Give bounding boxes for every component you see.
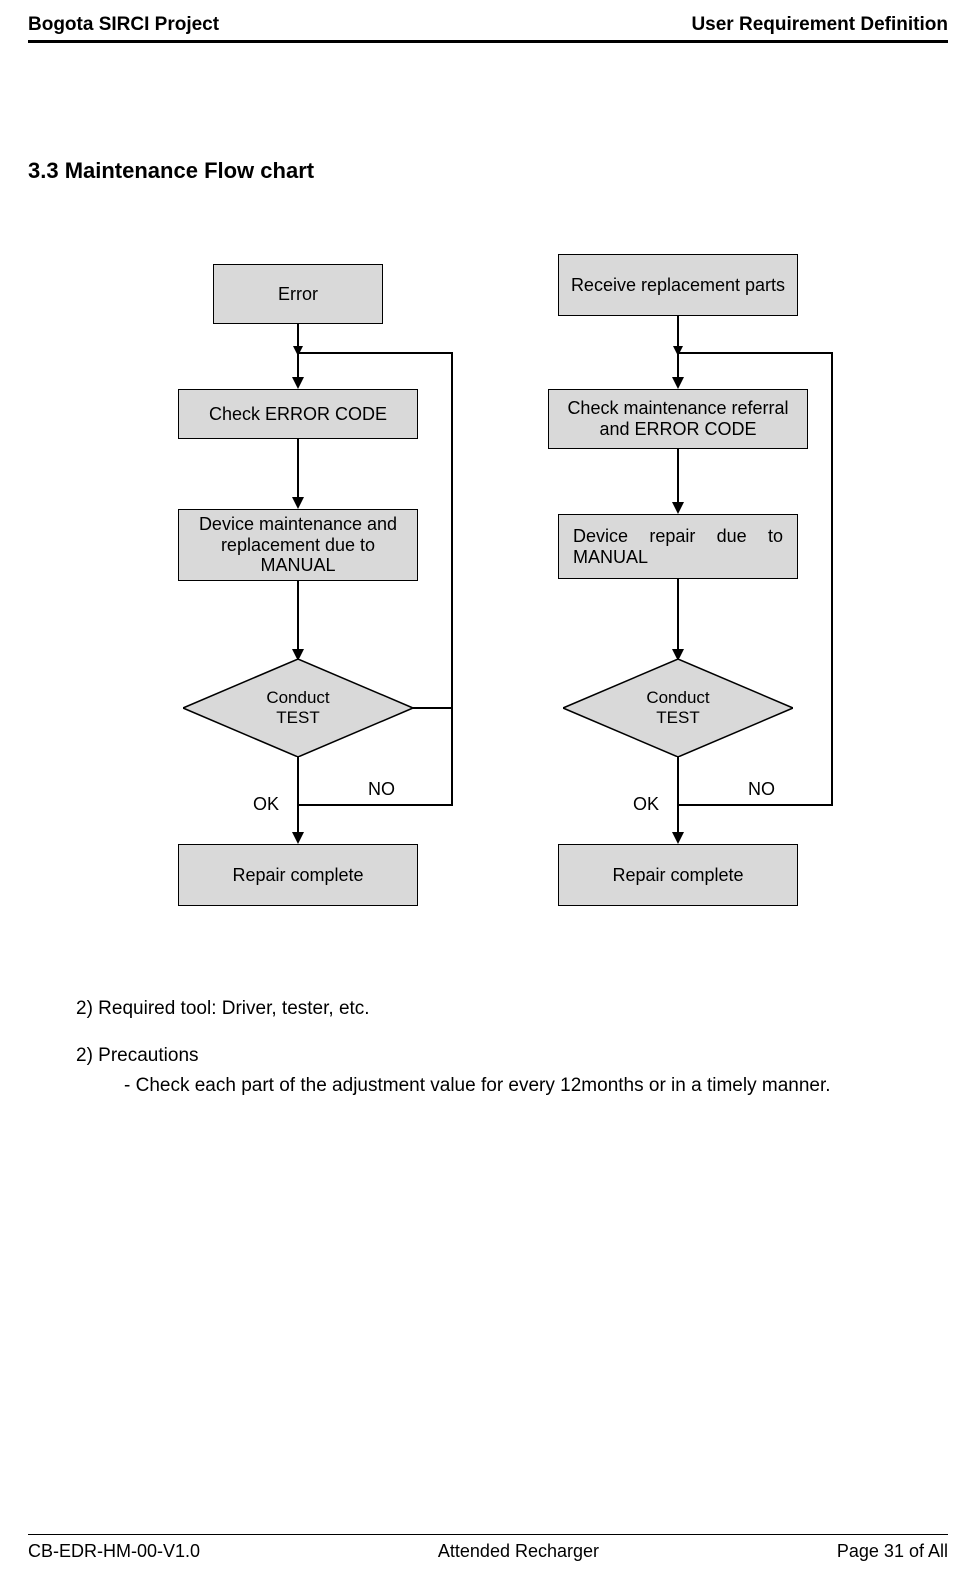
flowchart-left: Error Check ERROR CODE Device maintenanc…: [143, 264, 453, 944]
node-device-repair: Device repair due to MANUAL: [558, 514, 798, 579]
required-tool-line: 2) Required tool: Driver, tester, etc.: [76, 994, 948, 1023]
arrowhead-icon: [292, 497, 304, 509]
node-repair-complete-label: Repair complete: [232, 865, 363, 886]
node-receive-parts-label: Receive replacement parts: [571, 275, 785, 296]
footer-right: Page 31 of All: [837, 1541, 948, 1562]
page-footer: CB-EDR-HM-00-V1.0 Attended Recharger Pag…: [28, 1534, 948, 1562]
node-check-maint: Check maintenance referral and ERROR COD…: [548, 389, 808, 449]
node-receive-parts: Receive replacement parts: [558, 254, 798, 316]
footer-left: CB-EDR-HM-00-V1.0: [28, 1541, 200, 1562]
node-check-maint-label: Check maintenance referral and ERROR COD…: [557, 398, 799, 439]
node-conduct-test: ConductTEST: [183, 659, 413, 757]
precautions-line: 2) Precautions: [76, 1041, 948, 1070]
label-no-r: NO: [748, 779, 775, 800]
body-text: 2) Required tool: Driver, tester, etc. 2…: [76, 994, 948, 1100]
node-device-maint: Device maintenance and replacement due t…: [178, 509, 418, 581]
flowchart-right: Receive replacement parts Check maintena…: [523, 264, 833, 944]
arrow-line: [677, 757, 679, 834]
arrow-line: [297, 439, 299, 499]
arrowhead-icon: [672, 377, 684, 389]
node-conduct-test-label: ConductTEST: [183, 659, 413, 757]
footer-center: Attended Recharger: [438, 1541, 599, 1562]
node-repair-complete-r-label: Repair complete: [612, 865, 743, 886]
node-error-label: Error: [278, 284, 318, 305]
node-repair-complete: Repair complete: [178, 844, 418, 906]
arrow-line: [413, 707, 453, 709]
node-check-error: Check ERROR CODE: [178, 389, 418, 439]
node-error: Error: [213, 264, 383, 324]
flowcharts-container: Error Check ERROR CODE Device maintenanc…: [28, 264, 948, 944]
page-header: Bogota SIRCI Project User Requirement De…: [28, 14, 948, 43]
arrow-line: [677, 579, 679, 651]
header-left: Bogota SIRCI Project: [28, 14, 219, 36]
arrowhead-icon: [292, 832, 304, 844]
label-no: NO: [368, 779, 395, 800]
header-right: User Requirement Definition: [691, 14, 948, 36]
node-conduct-test-r: ConductTEST: [563, 659, 793, 757]
arrow-line: [297, 757, 299, 834]
precautions-bullet: - Check each part of the adjustment valu…: [124, 1071, 948, 1100]
arrowhead-icon: [673, 346, 683, 356]
arrow-line: [677, 449, 679, 504]
arrow-line: [297, 581, 299, 651]
arrowhead-icon: [672, 502, 684, 514]
arrow-line: [299, 352, 453, 354]
node-repair-complete-r: Repair complete: [558, 844, 798, 906]
node-check-error-label: Check ERROR CODE: [209, 404, 387, 425]
arrowhead-icon: [672, 832, 684, 844]
arrow-line: [298, 804, 453, 806]
node-conduct-test-r-label: ConductTEST: [563, 659, 793, 757]
page: Bogota SIRCI Project User Requirement De…: [0, 0, 976, 1114]
arrow-line: [451, 352, 453, 806]
label-ok: OK: [253, 794, 279, 815]
arrowhead-icon: [293, 346, 303, 356]
node-device-maint-label: Device maintenance and replacement due t…: [187, 514, 409, 576]
label-ok-r: OK: [633, 794, 659, 815]
arrow-line: [679, 352, 833, 354]
arrow-line: [831, 352, 833, 806]
section-title: 3.3 Maintenance Flow chart: [28, 158, 948, 184]
arrow-line: [678, 804, 833, 806]
arrowhead-icon: [292, 377, 304, 389]
node-device-repair-label: Device repair due to MANUAL: [573, 526, 783, 568]
